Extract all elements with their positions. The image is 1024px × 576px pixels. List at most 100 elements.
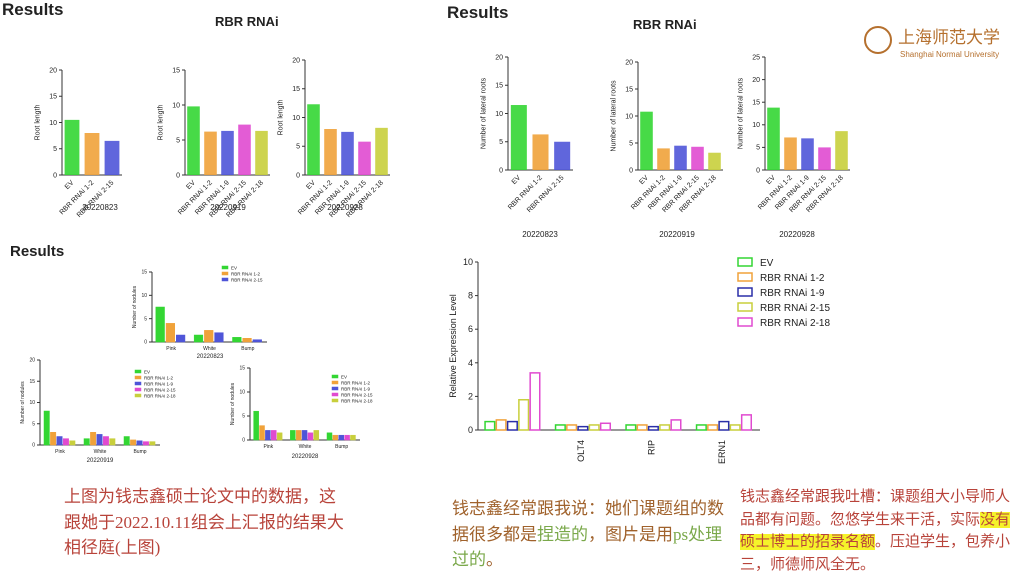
y-tick-label: 5 <box>629 140 633 147</box>
bar <box>313 430 320 441</box>
legend-label: EV <box>231 266 237 271</box>
y-tick-label: 4 <box>468 358 473 368</box>
y-tick-label: 10 <box>49 120 57 127</box>
caption-text: ps处理过的 <box>452 524 723 570</box>
y-tick-label: 5 <box>32 421 35 427</box>
legend-swatch <box>134 369 142 374</box>
bar <box>301 430 308 441</box>
bar <box>718 420 730 431</box>
legend-swatch <box>134 393 142 398</box>
y-tick-label: 5 <box>499 139 503 146</box>
chart-date: 20220823 <box>197 354 224 360</box>
y-tick-label: 2 <box>468 391 473 401</box>
caption-text: 钱志鑫经常跟我说：她们课题组的数据很多都是 <box>452 499 724 544</box>
bar <box>307 104 320 175</box>
bar <box>43 410 50 446</box>
y-axis-label: Number of lateral roots <box>611 80 618 152</box>
bar <box>506 420 518 431</box>
bar <box>155 306 165 343</box>
y-tick-label: 5 <box>756 145 760 152</box>
x-tick-label: EV <box>765 174 777 186</box>
bar <box>62 438 69 446</box>
y-axis-label: Relative Expression Level <box>448 294 458 398</box>
bar <box>659 424 671 431</box>
legend-label: RBR RNAi 2-18 <box>760 318 830 329</box>
legend-label: RBR RNAi 1-9 <box>341 387 371 392</box>
bar <box>149 441 156 446</box>
y-tick-label: 6 <box>468 324 473 334</box>
y-tick-label: 8 <box>468 291 473 301</box>
caption-text: 。 <box>486 550 503 569</box>
y-tick-label: 0 <box>499 167 503 174</box>
bar <box>818 147 831 170</box>
bar <box>221 130 234 175</box>
legend-label: RBR RNAi 2-15 <box>760 303 830 314</box>
y-tick-label: 15 <box>495 83 503 90</box>
bar <box>109 438 116 446</box>
bar <box>344 434 350 441</box>
y-tick-label: 0 <box>32 443 35 449</box>
y-tick-label: 0 <box>756 167 760 174</box>
x-tick-label: EV <box>638 174 650 186</box>
legend-label: RBR RNAi 2-18 <box>341 399 373 404</box>
x-tick-label: ERN1 <box>717 440 727 464</box>
bar <box>90 432 97 446</box>
bar <box>350 434 356 441</box>
bar <box>193 334 204 343</box>
legend-label: RBR RNAi 2-15 <box>144 388 176 393</box>
legend-label: RBR RNAi 1-9 <box>760 288 825 299</box>
slide-title: Results <box>10 243 64 260</box>
legend-label: RBR RNAi 1-2 <box>760 273 825 284</box>
bar <box>255 130 268 175</box>
bar <box>56 436 63 446</box>
slide-title: Results <box>447 3 508 22</box>
bar <box>130 439 137 446</box>
legend-label: EV <box>341 375 347 380</box>
bar <box>554 141 571 170</box>
bar <box>307 432 314 441</box>
y-tick-label: 5 <box>176 137 180 144</box>
y-tick-label: 15 <box>292 86 300 93</box>
caption-text: 。压迫学生，包养小三，师德师风全无。 <box>740 534 1011 573</box>
x-tick-label: Pink <box>55 449 65 455</box>
legend-swatch <box>331 392 339 397</box>
bar <box>708 152 721 170</box>
x-tick-label: Pink <box>263 444 273 450</box>
y-tick-label: 10 <box>625 113 633 120</box>
logo-cn: 上海师范大学 <box>898 28 1000 47</box>
bar <box>599 422 612 431</box>
bar <box>259 425 265 441</box>
bar <box>695 424 707 431</box>
x-tick-label: EV <box>64 179 76 191</box>
legend-swatch <box>221 265 229 270</box>
slide-title: Results <box>2 0 63 19</box>
y-tick-label: 0 <box>629 167 633 174</box>
logo-emblem <box>864 26 892 54</box>
bar <box>767 107 780 170</box>
bar <box>142 441 149 446</box>
legend-label: RBR RNAi 2-15 <box>341 393 373 398</box>
bar <box>554 424 566 431</box>
bar <box>640 111 653 170</box>
slide-subtitle: RBR RNAi <box>633 17 697 32</box>
bar <box>341 131 354 175</box>
legend-swatch <box>331 380 339 385</box>
legend-label: RBR RNAi 2-15 <box>231 278 263 283</box>
bar <box>187 106 200 175</box>
legend-label: EV <box>144 370 150 375</box>
bar <box>176 334 186 343</box>
bar <box>784 137 797 170</box>
bar <box>636 424 648 431</box>
y-tick-label: 0 <box>176 172 180 179</box>
y-tick-label: 20 <box>752 77 760 84</box>
chart-date: 20220919 <box>87 458 114 464</box>
y-axis-label: Root length <box>158 104 165 140</box>
bar <box>358 141 371 175</box>
bar <box>707 424 719 431</box>
bar <box>740 414 753 431</box>
logo-en: Shanghai Normal University <box>900 50 999 59</box>
bar <box>729 424 741 431</box>
y-tick-label: 5 <box>53 146 57 153</box>
legend-label: RBR RNAi 1-9 <box>144 382 174 387</box>
bar <box>96 434 103 446</box>
